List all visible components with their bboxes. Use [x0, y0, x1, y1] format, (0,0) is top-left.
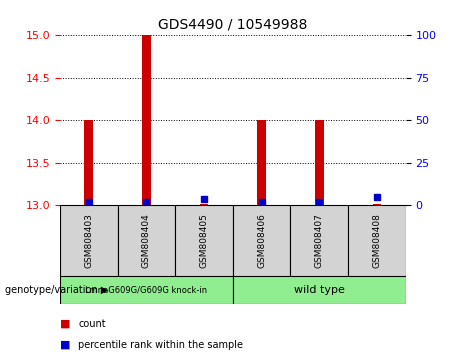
Bar	[290, 205, 348, 276]
Title: GDS4490 / 10549988: GDS4490 / 10549988	[158, 17, 307, 32]
Bar	[84, 120, 93, 205]
Bar	[233, 205, 290, 276]
Text: percentile rank within the sample: percentile rank within the sample	[78, 340, 243, 350]
Text: LmnaG609G/G609G knock-in: LmnaG609G/G609G knock-in	[85, 286, 207, 295]
Text: GSM808406: GSM808406	[257, 213, 266, 268]
Text: GSM808403: GSM808403	[84, 213, 93, 268]
Text: genotype/variation ▶: genotype/variation ▶	[5, 285, 108, 295]
Bar	[60, 205, 118, 276]
Text: GSM808407: GSM808407	[315, 213, 324, 268]
Text: GSM808408: GSM808408	[372, 213, 381, 268]
Text: GSM808405: GSM808405	[200, 213, 208, 268]
Bar	[60, 276, 233, 304]
Text: ■: ■	[60, 340, 71, 350]
Bar	[200, 204, 208, 205]
Bar	[142, 35, 151, 205]
Bar	[372, 204, 381, 205]
Bar	[348, 205, 406, 276]
Bar	[315, 120, 324, 205]
Text: count: count	[78, 319, 106, 329]
Text: GSM808404: GSM808404	[142, 213, 151, 268]
Bar	[175, 205, 233, 276]
Text: ■: ■	[60, 319, 71, 329]
Bar	[118, 205, 175, 276]
Text: wild type: wild type	[294, 285, 345, 295]
Bar	[233, 276, 406, 304]
Bar	[257, 120, 266, 205]
